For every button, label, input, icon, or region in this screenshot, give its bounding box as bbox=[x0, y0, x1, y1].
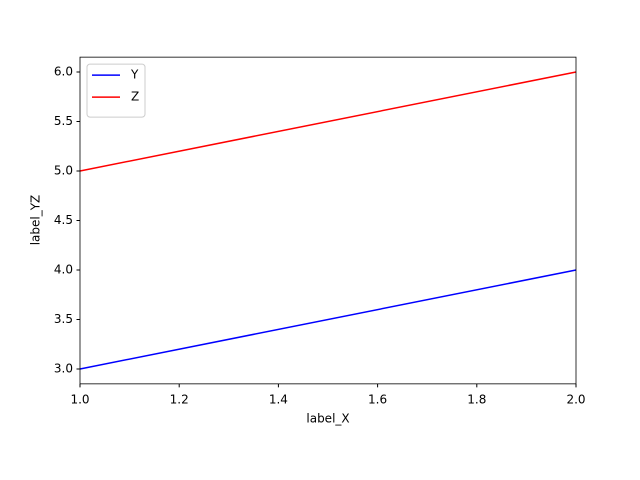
legend-label: Y bbox=[130, 68, 139, 82]
plot-frame bbox=[79, 56, 577, 385]
y-tick-label: 3.5 bbox=[54, 312, 73, 326]
y-tick-label: 3.0 bbox=[54, 362, 73, 376]
x-tick-label: 1.8 bbox=[467, 392, 486, 406]
y-tick-label: 6.0 bbox=[54, 65, 73, 79]
x-tick-label: 1.0 bbox=[70, 392, 89, 406]
x-tick-label: 1.2 bbox=[170, 392, 189, 406]
x-tick-label: 2.0 bbox=[566, 392, 585, 406]
line-series bbox=[79, 269, 577, 370]
legend-box bbox=[86, 63, 146, 118]
y-tick-label: 5.5 bbox=[54, 114, 73, 128]
x-tick-label: 1.6 bbox=[368, 392, 387, 406]
line-series bbox=[79, 71, 577, 172]
y-tick-label: 4.5 bbox=[54, 213, 73, 227]
y-tick-label: 5.0 bbox=[54, 164, 73, 178]
x-tick-label: 1.4 bbox=[269, 392, 288, 406]
x-axis-label: label_X bbox=[306, 412, 349, 426]
legend-label: Z bbox=[131, 90, 139, 104]
y-tick-label: 4.0 bbox=[54, 263, 73, 277]
y-axis-label: label_YZ bbox=[29, 195, 43, 246]
